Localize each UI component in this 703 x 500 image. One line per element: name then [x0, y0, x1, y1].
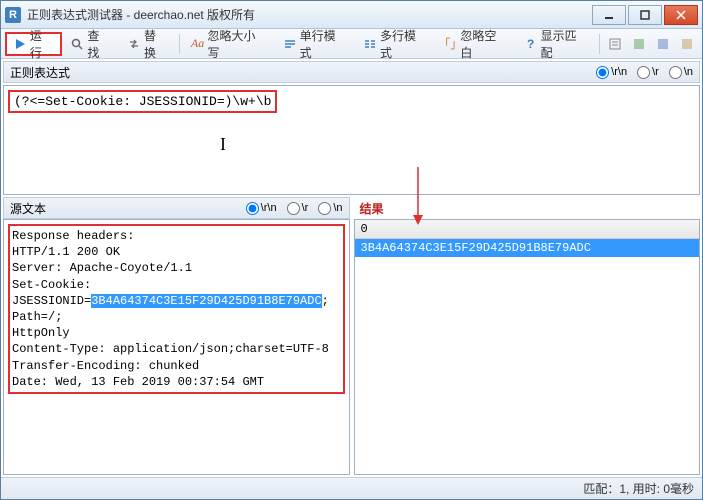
multi-line-icon — [363, 37, 377, 51]
find-button[interactable]: 查找 — [64, 32, 119, 56]
content-area: 正则表达式 \r\n \r \n (?<=Set-Cookie: JSESSIO… — [1, 59, 702, 477]
source-line: Server: Apache-Coyote/1.1 — [12, 260, 341, 276]
ignore-case-label: 忽略大小写 — [208, 27, 267, 61]
source-line: Set-Cookie: — [12, 277, 341, 293]
minimize-button[interactable] — [592, 5, 626, 25]
replace-icon — [127, 37, 141, 51]
app-window: R 正则表达式测试器 - deerchao.net 版权所有 运行 查找 替换 … — [0, 0, 703, 500]
radio-crlf[interactable] — [246, 202, 259, 215]
multi-line-button[interactable]: 多行模式 — [356, 32, 434, 56]
result-list[interactable]: 0 3B4A64374C3E15F29D425D91B8E79ADC — [354, 219, 701, 475]
run-label: 运行 — [30, 27, 54, 61]
single-line-button[interactable]: 单行模式 — [276, 32, 354, 56]
play-icon — [13, 37, 27, 51]
result-label: 结果 — [360, 200, 695, 217]
radio-lf[interactable] — [318, 202, 331, 215]
misc-icon — [656, 37, 670, 51]
opt-crlf[interactable]: \r\n — [246, 202, 277, 215]
maximize-button[interactable] — [628, 5, 662, 25]
radio-lf[interactable] — [669, 66, 682, 79]
bottom-panes: 源文本 \r\n \r \n Response headers: HTTP/1.… — [3, 197, 700, 475]
result-header: 结果 — [354, 197, 701, 219]
source-newline-options: \r\n \r \n — [246, 202, 343, 215]
radio-cr[interactable] — [287, 202, 300, 215]
radio-cr[interactable] — [637, 66, 650, 79]
source-textarea[interactable]: Response headers: HTTP/1.1 200 OK Server… — [3, 219, 350, 475]
source-label: 源文本 — [10, 200, 246, 217]
close-button[interactable] — [664, 5, 698, 25]
replace-button[interactable]: 替换 — [120, 32, 175, 56]
matched-text: 3B4A64374C3E15F29D425D91B8E79ADC — [91, 294, 321, 308]
case-icon: Aa — [191, 37, 205, 51]
find-label: 查找 — [87, 27, 111, 61]
toolbar-separator — [599, 34, 600, 54]
opt-lf[interactable]: \n — [669, 66, 693, 79]
tool-icon-3[interactable] — [652, 32, 674, 56]
misc-icon — [608, 37, 622, 51]
statusbar: 匹配：1, 用时: 0毫秒 — [1, 477, 702, 499]
source-header: 源文本 \r\n \r \n — [3, 197, 350, 219]
question-icon: ? — [524, 37, 538, 51]
tool-icon-1[interactable] — [604, 32, 626, 56]
source-line: JSESSIONID=3B4A64374C3E15F29D425D91B8E79… — [12, 293, 341, 325]
source-pane: 源文本 \r\n \r \n Response headers: HTTP/1.… — [3, 197, 350, 475]
source-line: Date: Wed, 13 Feb 2019 00:37:54 GMT — [12, 374, 341, 390]
run-button[interactable]: 运行 — [5, 32, 62, 56]
source-highlight-frame: Response headers: HTTP/1.1 200 OK Server… — [8, 224, 345, 394]
multi-line-label: 多行模式 — [380, 27, 427, 61]
space-icon: 「」 — [443, 37, 457, 51]
single-line-label: 单行模式 — [300, 27, 347, 61]
misc-icon — [680, 37, 694, 51]
result-pane-wrap: 结果 0 3B4A64374C3E15F29D425D91B8E79ADC — [354, 197, 701, 475]
regex-label: 正则表达式 — [10, 64, 596, 81]
result-table: 0 3B4A64374C3E15F29D425D91B8E79ADC — [355, 220, 700, 257]
source-line: Transfer-Encoding: chunked — [12, 358, 341, 374]
opt-crlf[interactable]: \r\n — [596, 66, 627, 79]
ignore-case-button[interactable]: Aa 忽略大小写 — [184, 32, 274, 56]
single-line-icon — [283, 37, 297, 51]
opt-cr[interactable]: \r — [637, 66, 659, 79]
toolbar-separator — [179, 34, 180, 54]
regex-newline-options: \r\n \r \n — [596, 66, 693, 79]
result-row[interactable]: 3B4A64374C3E15F29D425D91B8E79ADC — [355, 239, 700, 257]
result-column-header[interactable]: 0 — [355, 220, 700, 239]
opt-lf[interactable]: \n — [318, 202, 342, 215]
app-icon: R — [5, 7, 21, 23]
window-controls — [592, 5, 698, 25]
tool-icon-2[interactable] — [628, 32, 650, 56]
regex-text: (?<=Set-Cookie: JSESSIONID=)\w+\b — [8, 90, 277, 113]
show-match-button[interactable]: ? 显示匹配 — [517, 32, 595, 56]
text-cursor-icon: I — [220, 134, 226, 155]
ignore-space-button[interactable]: 「」 忽略空白 — [436, 32, 514, 56]
replace-label: 替换 — [144, 27, 168, 61]
toolbar: 运行 查找 替换 Aa 忽略大小写 单行模式 多行模式 「」 忽略空白 ? — [1, 29, 702, 59]
show-match-label: 显示匹配 — [541, 27, 588, 61]
source-line: HTTP/1.1 200 OK — [12, 244, 341, 260]
source-line: HttpOnly — [12, 325, 341, 341]
search-icon — [71, 37, 85, 51]
source-line: Response headers: — [12, 228, 341, 244]
titlebar[interactable]: R 正则表达式测试器 - deerchao.net 版权所有 — [1, 1, 702, 29]
tool-icon-4[interactable] — [676, 32, 698, 56]
radio-crlf[interactable] — [596, 66, 609, 79]
status-text: 匹配：1, 用时: 0毫秒 — [583, 480, 694, 497]
ignore-space-label: 忽略空白 — [460, 27, 507, 61]
window-title: 正则表达式测试器 - deerchao.net 版权所有 — [27, 6, 592, 23]
opt-cr[interactable]: \r — [287, 202, 309, 215]
regex-input[interactable]: (?<=Set-Cookie: JSESSIONID=)\w+\b I — [3, 85, 700, 195]
misc-icon — [632, 37, 646, 51]
source-line: Content-Type: application/json;charset=U… — [12, 341, 341, 357]
regex-header: 正则表达式 \r\n \r \n — [3, 61, 700, 83]
